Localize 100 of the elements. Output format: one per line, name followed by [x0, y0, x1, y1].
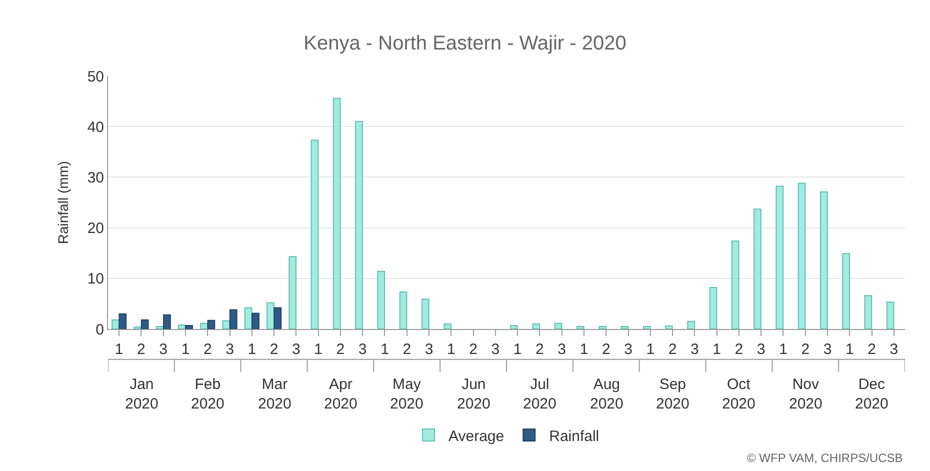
x-tick-label: 1: [380, 341, 389, 358]
bar: [266, 302, 274, 329]
bar: [274, 307, 282, 329]
text: Aug 2020: [590, 376, 624, 412]
y-tick-label: 0: [96, 321, 104, 338]
x-tick-label: 2: [734, 341, 744, 358]
bar: [244, 307, 252, 329]
x-tick-label: 2: [801, 341, 810, 358]
x-tick-label: 2: [536, 341, 544, 358]
x-tick-label: 2: [402, 341, 412, 358]
bar: [332, 98, 341, 329]
bar: [207, 320, 216, 329]
bar: [798, 182, 806, 329]
text: Jan 2020: [125, 376, 158, 412]
x-tick-label: 2: [270, 341, 278, 358]
legend-label: Rainfall: [549, 428, 600, 445]
text: Nov 2020: [789, 376, 822, 412]
x-tick-label: 3: [159, 341, 168, 358]
legend-label: Average: [448, 428, 504, 445]
x-tick-label: 1: [779, 341, 788, 358]
bar: [731, 240, 740, 329]
bar: [112, 319, 120, 329]
x-tick-label: 1: [513, 341, 522, 358]
x-tick-label: 1: [646, 341, 655, 358]
bar: [620, 326, 629, 329]
bar: [864, 295, 872, 329]
x-tick-label: 3: [358, 341, 367, 358]
x-tick-label: 2: [203, 341, 212, 358]
bar: [444, 323, 452, 329]
bar: [310, 140, 319, 329]
bar: [776, 186, 784, 329]
bar: [163, 314, 171, 329]
text: Jun 2020: [457, 376, 490, 412]
x-tick-label: 3: [624, 341, 632, 358]
bar: [118, 313, 127, 329]
text: Dec 2020: [855, 376, 888, 412]
bar: [134, 326, 142, 329]
bar: [554, 322, 562, 329]
x-tick-label: 3: [424, 341, 434, 358]
bar: [687, 320, 695, 329]
bar: [886, 302, 894, 329]
text: May 2020: [390, 376, 424, 412]
x-tick-label: 1: [248, 341, 256, 358]
x-tick-label: 3: [292, 341, 300, 358]
x-tick-label: 3: [890, 341, 898, 358]
bar: [642, 326, 651, 329]
bar: [185, 324, 193, 329]
x-tick-label: 1: [181, 341, 190, 358]
text: Feb 2020: [191, 376, 224, 412]
bar: [252, 312, 260, 329]
bar: [355, 121, 363, 329]
y-tick-label: 30: [87, 169, 104, 186]
bar: [200, 322, 208, 329]
bar: [754, 208, 762, 329]
x-tick-label: 3: [756, 341, 766, 358]
bar: [399, 292, 408, 329]
x-tick-label: 1: [580, 341, 588, 358]
bar: [598, 326, 606, 329]
bar: [820, 191, 828, 329]
bar: [140, 319, 149, 329]
text: Jul 2020: [523, 376, 556, 412]
y-tick-label: 20: [87, 220, 104, 238]
x-tick-label: 1: [114, 341, 124, 358]
bar: [178, 324, 186, 329]
x-tick-label: 3: [491, 341, 500, 358]
x-tick-label: 2: [469, 341, 478, 358]
bar: [229, 309, 238, 329]
bar: [422, 298, 430, 329]
x-tick-label: 1: [712, 341, 721, 358]
y-axis-title: Rainfall (mm): [54, 160, 71, 244]
x-tick-label: 2: [137, 341, 146, 358]
bar: [709, 287, 718, 329]
x-tick-label: 2: [602, 341, 610, 358]
text: Sep 2020: [656, 376, 690, 412]
x-tick-label: 1: [845, 341, 854, 358]
x-tick-label: 2: [668, 341, 677, 358]
x-tick-label: 1: [314, 341, 322, 358]
bar: [377, 270, 386, 329]
bar: [576, 326, 584, 329]
bar: [510, 324, 518, 329]
bar: [156, 326, 164, 329]
y-tick-label: 40: [87, 118, 104, 136]
x-tick-label: 1: [446, 341, 456, 358]
text: Oct 2020: [722, 376, 756, 412]
x-tick-label: 3: [558, 341, 566, 358]
bar: [288, 256, 296, 329]
x-tick-label: 2: [336, 341, 345, 358]
bar: [842, 253, 850, 329]
x-tick-label: 3: [690, 341, 699, 358]
text: Mar 2020: [258, 376, 292, 412]
bar: [665, 325, 673, 329]
x-tick-label: 3: [823, 341, 832, 358]
text: Apr 2020: [324, 376, 358, 412]
y-tick-label: 10: [87, 270, 104, 288]
text: © WFP VAM, CHIRPS/UCSB: [747, 451, 903, 465]
x-tick-label: 2: [868, 341, 876, 358]
x-tick-label: 3: [226, 341, 234, 358]
y-tick-label: 50: [87, 68, 104, 86]
bar: [532, 323, 540, 329]
chart-title: Kenya - North Eastern - Wajir - 2020: [304, 32, 626, 54]
